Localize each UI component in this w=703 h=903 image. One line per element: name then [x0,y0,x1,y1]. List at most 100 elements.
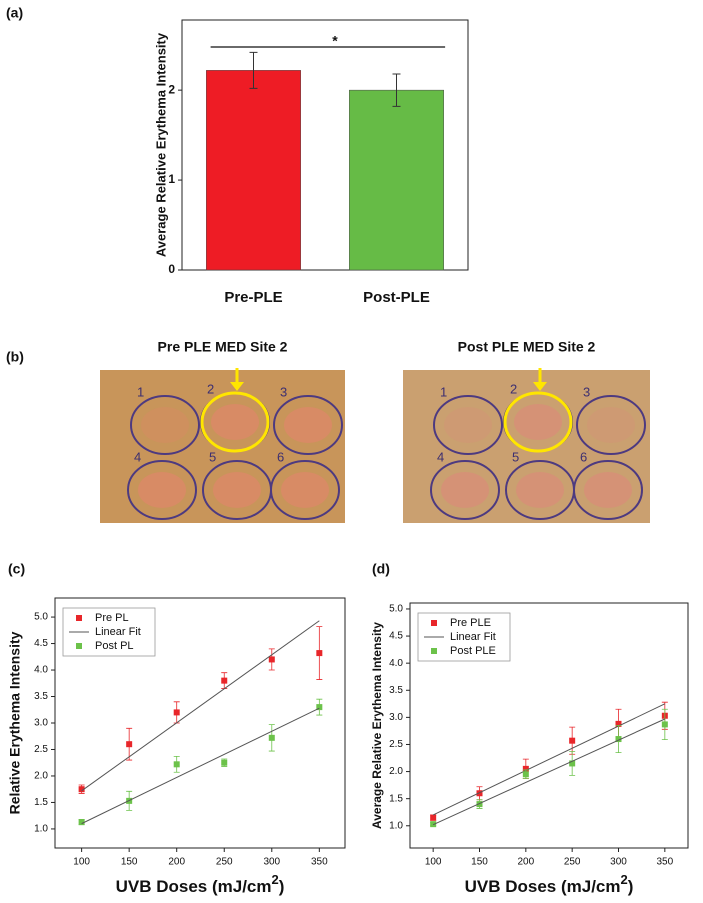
fit-line [81,707,320,825]
legend-swatch [431,648,437,654]
marker [173,709,180,716]
redness [284,407,332,443]
x-axis-label-part: 2 [620,872,627,887]
x-tick-label: 150 [471,857,488,868]
legend-swatch [76,643,82,649]
y-axis-label: Relative Erythema Intensity [7,631,23,814]
y-axis-label: Average Relative Erythema Intensity [370,622,384,829]
x-axis-label-part: ) [628,877,634,896]
x-tick-label: 300 [610,857,627,868]
site-label: 1 [137,384,144,399]
bar [206,70,301,271]
site-label: 2 [510,381,517,396]
x-tick-label: 200 [168,857,185,868]
marker [173,761,180,768]
site-label: 5 [209,449,216,464]
y-tick-label: 5.0 [34,612,48,623]
site-label: 3 [280,384,287,399]
y-tick-label: 4.0 [389,658,403,669]
marker [78,819,85,826]
site-circle [433,395,503,455]
y-tick-label: 4.5 [34,638,48,649]
marker [221,677,228,684]
site-circle [576,395,646,455]
plot-frame [181,19,469,271]
x-axis-label-part: UVB Doses (mJ/cm [465,877,621,896]
marker [522,771,529,778]
fit-line [432,718,666,826]
site-label: 5 [512,449,519,464]
y-tick-label: 2.0 [389,766,403,777]
plot-frame [409,602,689,849]
site-circle [130,395,200,455]
x-tick-label: Pre-PLE [224,289,282,306]
panel-label: (d) [372,561,390,577]
redness [281,472,329,508]
y-tick-label: 1 [168,172,175,186]
site-label: 4 [134,449,141,464]
photo-title: Post PLE MED Site 2 [458,339,596,355]
marker [126,741,133,748]
site-circle [273,395,343,455]
panel-label: (c) [8,561,25,577]
legend-label: Linear Fit [95,626,141,638]
y-tick-label: 1.0 [389,820,403,831]
y-tick-label: 1.5 [34,797,48,808]
marker [615,720,622,727]
site-label: 6 [580,449,587,464]
y-tick-label: 2.5 [389,739,403,750]
bar [349,89,444,271]
redness [213,472,261,508]
redness [516,472,564,508]
legend-label: Linear Fit [450,631,496,643]
legend-label: Pre PLE [450,617,491,629]
site-circle [430,460,500,520]
redness [584,472,632,508]
x-tick-label: 200 [517,857,534,868]
x-axis-label-part: 2 [271,872,278,887]
marker [268,734,275,741]
site-circle [270,460,340,520]
x-tick-label: 300 [263,857,280,868]
panel-label: (a) [6,5,23,21]
x-tick-label: 150 [121,857,138,868]
x-axis-label-part: UVB Doses (mJ/cm [116,877,272,896]
x-axis-label-part: ) [279,877,285,896]
x-tick-label: 350 [656,857,673,868]
legend-swatch [431,620,437,626]
redness [444,407,492,443]
arrow-head [533,382,547,391]
redness [138,472,186,508]
marker [316,650,323,657]
site-label: 3 [583,384,590,399]
y-tick-label: 4.5 [389,631,403,642]
redness [587,407,635,443]
highlight-circle [200,391,270,453]
highlight-circle [503,391,573,453]
site-label: 6 [277,449,284,464]
x-tick-label: 250 [216,857,233,868]
marker [569,737,576,744]
y-tick-label: 2.0 [34,771,48,782]
marker [316,704,323,711]
redness [141,407,189,443]
legend-label: Post PL [95,640,134,652]
error-bar [249,51,258,89]
y-tick-label: 1.0 [34,824,48,835]
y-tick-label: 5.0 [389,604,403,615]
x-tick-label: 100 [425,857,442,868]
y-axis-label: Average Relative Erythema Intensity [153,32,168,257]
x-axis-label: UVB Doses (mJ/cm2) [465,872,634,896]
y-tick-label: 1.5 [389,793,403,804]
marker [430,814,437,821]
marker [78,786,85,793]
site-label: 1 [440,384,447,399]
redness [441,472,489,508]
y-tick-label: 2 [168,82,175,96]
legend-label: Pre PL [95,612,129,624]
redness [211,404,259,440]
marker [661,721,668,728]
significance-mark: * [332,33,338,49]
y-tick-label: 3.0 [34,718,48,729]
